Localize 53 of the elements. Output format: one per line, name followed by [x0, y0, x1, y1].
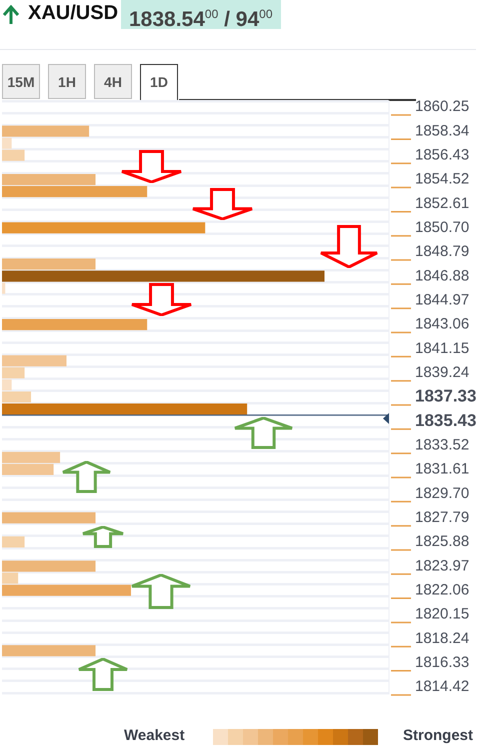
- chart-subtitle: 1838.54$^{00}$ / 94$^{00}$: [121, 0, 281, 31]
- bar: [2, 138, 12, 149]
- y-tick-label: 1858.34: [415, 122, 470, 140]
- y-tick-label: 1820.15: [415, 606, 470, 623]
- y-tick-label: 1860.25: [415, 98, 470, 116]
- y-tick-label: 1825.88: [415, 533, 470, 550]
- y-tick-label: 1816.33: [415, 654, 470, 671]
- bar: [2, 150, 25, 161]
- y-tick-label: 1852.61: [415, 194, 470, 212]
- y-tick-label: 1850.70: [415, 219, 470, 236]
- bar: [2, 404, 248, 415]
- y-tick-label: 1831.61: [415, 460, 470, 478]
- bar: [2, 186, 148, 198]
- text: 1H: [48, 64, 86, 99]
- bar: [2, 560, 96, 572]
- bar: [2, 572, 18, 584]
- text: 4H: [94, 64, 132, 99]
- y-tick-label: 1829.70: [415, 484, 470, 502]
- bar: [2, 379, 12, 390]
- y-tick-label: 1844.97: [415, 291, 470, 308]
- y-tick-label: 1818.24: [415, 630, 470, 647]
- bar: [2, 367, 25, 378]
- bar: [2, 645, 96, 656]
- bar: [2, 126, 90, 137]
- y-tick-label: 1848.79: [415, 243, 470, 260]
- bar: [2, 391, 32, 403]
- bar: [2, 258, 96, 270]
- y-tick-label: 1856.43: [415, 146, 470, 164]
- y-tick-label: 1823.97: [415, 557, 470, 574]
- text: 1D: [140, 64, 178, 100]
- chart-title: XAU/USD: [28, 2, 118, 25]
- y-tick-label: 1833.52: [415, 436, 470, 454]
- y-tick-label: 1854.52: [415, 170, 470, 188]
- text: Weakest: [124, 727, 185, 744]
- text: Strongest: [403, 727, 474, 744]
- bar: [2, 512, 96, 524]
- bar: [2, 318, 148, 330]
- bar: [2, 174, 96, 186]
- bar: [2, 270, 324, 282]
- y-tick-label: 1846.88: [415, 267, 470, 284]
- text: 15M: [2, 64, 40, 99]
- y-tick-label: 1841.15: [415, 340, 470, 357]
- y-tick-label: 1822.06: [415, 581, 470, 598]
- bar: [2, 536, 25, 548]
- y-tick-label: 1839.24: [415, 364, 470, 381]
- y-tick-label: 1835.43: [415, 410, 476, 430]
- y-tick-label: 1843.06: [415, 316, 470, 333]
- bar: [2, 222, 206, 234]
- bar: [2, 282, 6, 294]
- y-tick-label: 1827.79: [415, 508, 470, 526]
- y-tick-label: 1837.33: [415, 386, 476, 406]
- y-tick-label: 1814.42: [415, 678, 470, 696]
- bar: [2, 355, 66, 366]
